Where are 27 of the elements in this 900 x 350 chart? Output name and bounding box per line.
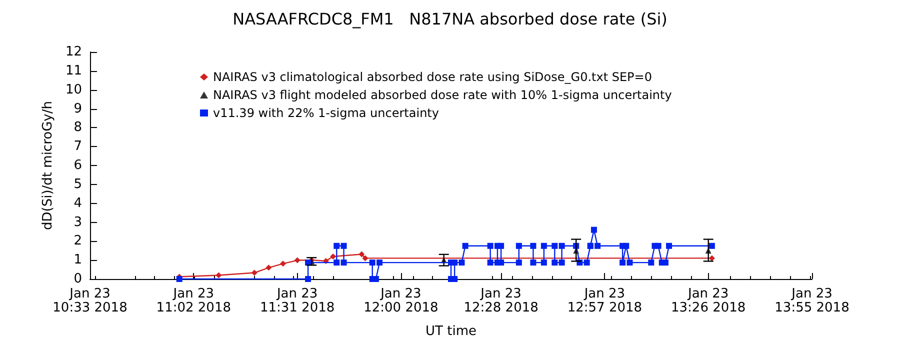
x-tick-label: Jan 23 12:57 2018 [567, 286, 642, 316]
y-tick-label: 8 [74, 120, 82, 136]
x-tick-label: Jan 23 11:31 2018 [260, 286, 335, 316]
y-tick-label: 2 [74, 234, 82, 249]
x-axis-title: UT time [426, 324, 476, 339]
y-tick-label: 0 [74, 272, 82, 286]
y-axis-title: dD(Si)/dt microGy/h [40, 101, 56, 230]
x-tick-label: Jan 23 10:33 2018 [52, 286, 128, 316]
x-tick-label: Jan 23 12:00 2018 [364, 286, 438, 316]
y-tick-label: 6 [74, 158, 82, 173]
y-tick-label: 10 [65, 82, 82, 98]
x-tick-label: Jan 23 12:28 2018 [464, 286, 538, 316]
x-tick-label: Jan 23 11:02 2018 [156, 286, 231, 316]
y-tick-label: 1 [74, 252, 82, 268]
y-tick-label: 12 [65, 44, 82, 60]
y-tick-label: 3 [74, 214, 82, 230]
legend-label: v11.39 with 22% 1-sigma uncertainty [213, 106, 439, 120]
y-tick-label: 5 [74, 176, 82, 192]
y-tick-label: 9 [74, 101, 82, 116]
x-tick-label: Jan 23 13:55 2018 [774, 286, 850, 316]
x-tick-label: Jan 23 13:26 2018 [671, 286, 746, 316]
legend-label: NAIRAS v3 climatological absorbed dose rate using SiDose_G0.txt SEP=0 [213, 70, 652, 84]
legend-label: NAIRAS v3 flight modeled absorbed dose rate with 10% 1-sigma uncertainty [213, 88, 672, 102]
y-tick-label: 4 [74, 196, 82, 211]
chart-title: NASAAFRCDC8_FM1 N817NA absorbed dose rate (Si) [232, 10, 668, 28]
y-tick-label: 7 [74, 139, 82, 154]
y-tick-label: 11 [65, 63, 82, 78]
